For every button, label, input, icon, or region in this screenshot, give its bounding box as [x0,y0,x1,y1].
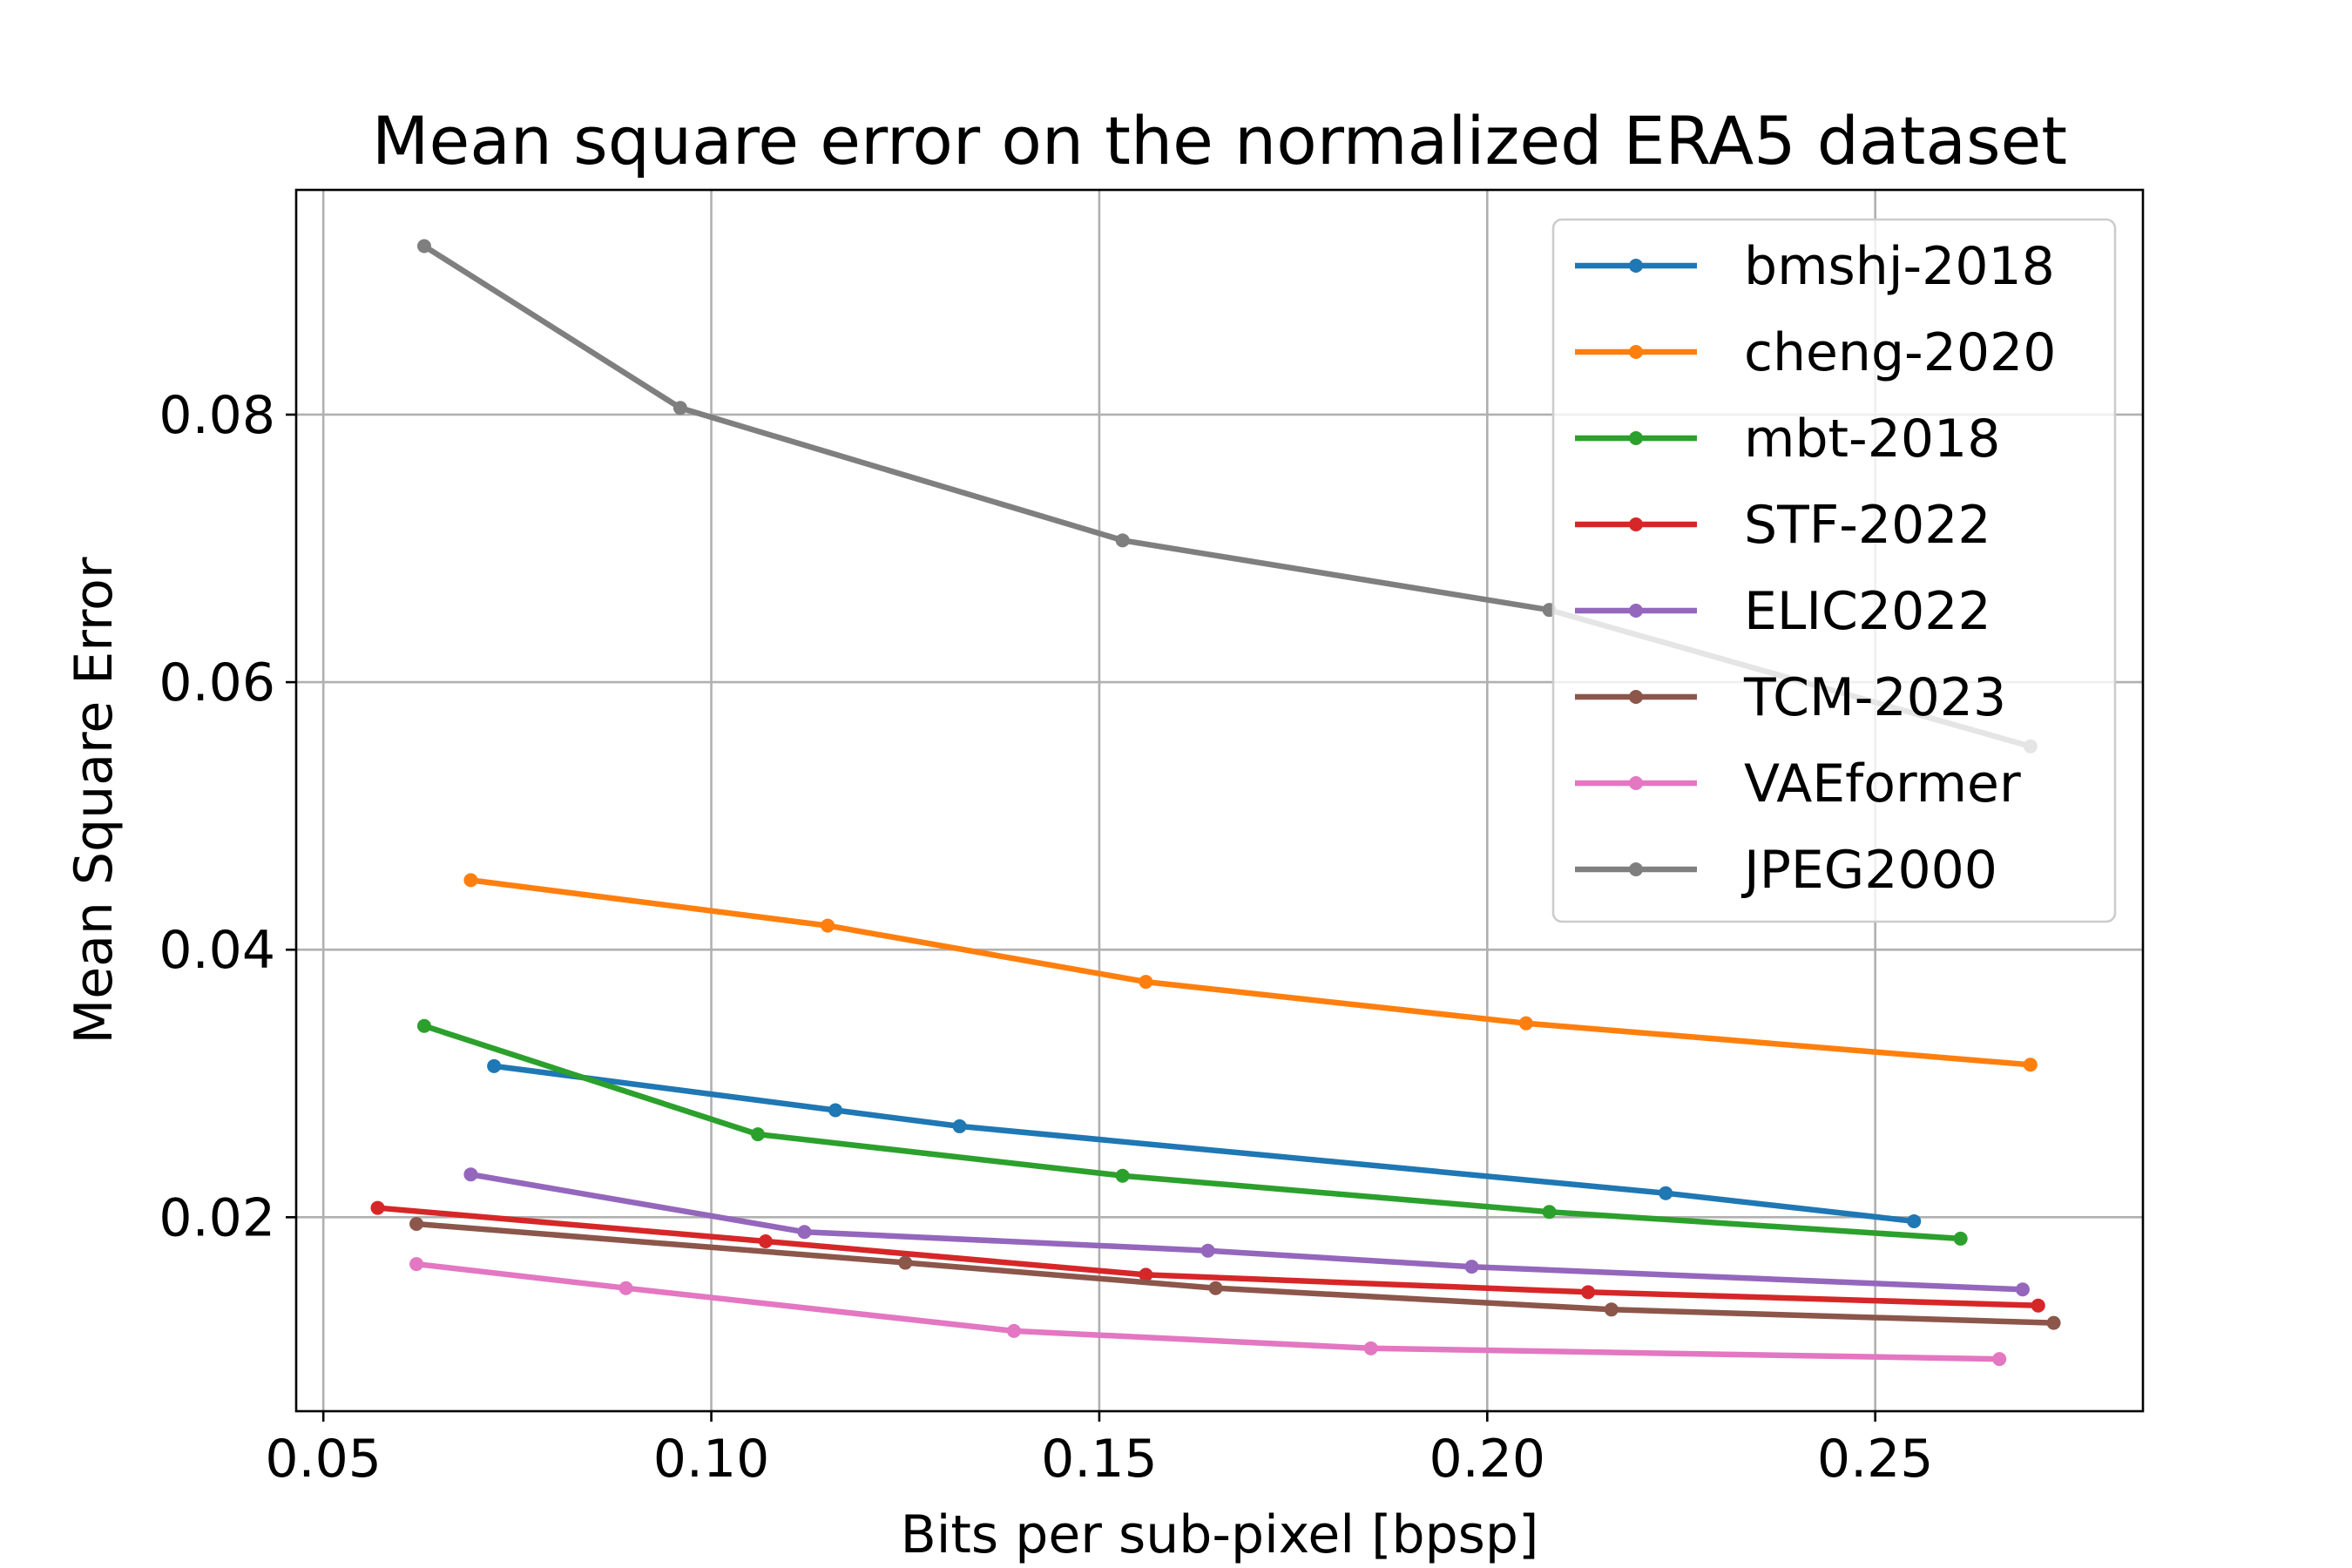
data-point-bmshj-2018 [1907,1213,1922,1228]
data-point-jpeg2000 [672,401,687,416]
data-point-tcm-2023 [409,1217,424,1232]
legend-label-vaeformer: VAEformer [1744,754,2021,814]
legend-marker-bmshj-2018 [1629,259,1643,273]
data-point-tcm-2023 [1604,1302,1619,1317]
data-point-mbt-2018 [1953,1231,1968,1246]
data-point-bmshj-2018 [487,1058,502,1073]
legend-label-tcm-2023: TCM-2023 [1743,667,2006,728]
x-tick-label: 0.10 [653,1429,770,1490]
plot-frame [294,188,2145,1413]
legend-label-bmshj-2018: bmshj-2018 [1744,236,2055,297]
legend-label-mbt-2018: mbt-2018 [1744,409,2000,470]
data-point-elic2022 [2015,1282,2030,1297]
data-point-stf-2022 [2031,1298,2045,1313]
x-ticks: 0.05 0.10 0.15 0.20 0.25 [265,1411,1933,1490]
y-tick-label: 0.04 [159,920,275,981]
x-tick-label: 0.20 [1429,1429,1546,1490]
legend-label-stf-2022: STF-2022 [1744,495,1991,556]
data-point-vaeformer [1006,1323,1021,1338]
data-point-vaeformer [1363,1341,1378,1355]
data-point-stf-2022 [758,1233,773,1248]
legend-marker-elic2022 [1629,604,1643,618]
x-axis-label: Bits per sub-pixel [bpsp] [901,1504,1539,1565]
data-point-cheng-2020 [821,918,835,933]
x-tick-label: 0.25 [1817,1429,1934,1490]
data-point-tcm-2023 [2046,1315,2061,1330]
y-tick-label: 0.06 [159,652,275,713]
data-point-bmshj-2018 [1659,1186,1673,1200]
data-point-mbt-2018 [1542,1205,1557,1220]
data-point-elic2022 [1200,1243,1215,1258]
data-point-tcm-2023 [1208,1281,1223,1295]
legend-marker-stf-2022 [1629,517,1643,531]
data-point-elic2022 [463,1167,478,1182]
data-point-mbt-2018 [416,1018,431,1033]
legend: bmshj-2018 cheng-2020 mbt-2018 STF-2022 ELIC… [1551,218,2117,923]
series-line-bmshj-2018 [490,1063,1917,1225]
series-lines [370,239,2061,1367]
legend-marker-tcm-2023 [1629,690,1643,704]
x-tick-label: 0.05 [265,1429,382,1490]
data-point-bmshj-2018 [828,1103,843,1118]
series-line-tcm-2023 [413,1220,2057,1327]
y-tick-label: 0.08 [159,385,275,446]
data-point-cheng-2020 [2023,1058,2038,1072]
data-point-stf-2022 [1581,1285,1596,1300]
chart-title: Mean square error on the normalized ERA5… [372,102,2067,179]
y-ticks: 0.02 0.04 0.06 0.08 [159,385,296,1248]
data-point-stf-2022 [370,1200,385,1215]
y-axis-label: Mean Square Error [64,557,125,1044]
data-point-elic2022 [1464,1260,1479,1274]
data-point-jpeg2000 [416,239,431,253]
data-point-vaeformer [409,1257,424,1272]
data-point-vaeformer [618,1281,633,1295]
legend-box [1551,218,2117,923]
data-point-vaeformer [1992,1352,2007,1367]
legend-label-cheng-2020: cheng-2020 [1744,322,2056,383]
series-line-elic2022 [467,1171,2026,1293]
legend-label-elic2022: ELIC2022 [1744,581,1991,642]
data-point-bmshj-2018 [952,1119,967,1133]
data-point-stf-2022 [1139,1267,1153,1282]
data-point-jpeg2000 [1115,533,1130,548]
data-point-cheng-2020 [1518,1016,1533,1031]
legend-marker-vaeformer [1629,776,1643,790]
data-point-mbt-2018 [1115,1168,1130,1183]
legend-marker-cheng-2020 [1629,345,1643,359]
x-tick-label: 0.15 [1041,1429,1158,1490]
data-point-tcm-2023 [898,1255,913,1270]
y-tick-label: 0.02 [159,1187,275,1248]
legend-marker-mbt-2018 [1629,431,1643,445]
data-point-elic2022 [797,1225,812,1240]
data-point-cheng-2020 [1139,975,1153,990]
legend-marker-jpeg2000 [1629,862,1643,876]
data-point-mbt-2018 [751,1127,765,1142]
legend-label-jpeg2000: JPEG2000 [1740,840,1997,901]
data-point-cheng-2020 [463,873,478,888]
